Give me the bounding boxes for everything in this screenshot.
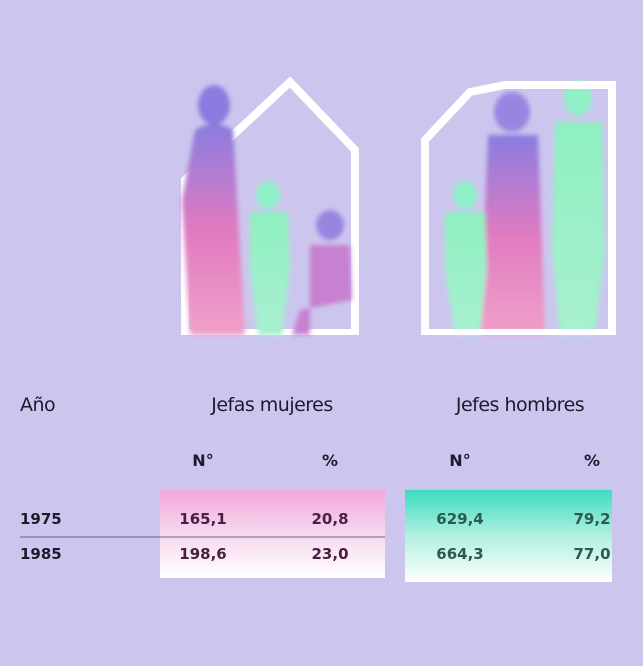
subheader: N°: [449, 451, 470, 470]
illustration: [0, 0, 643, 666]
subheader: %: [584, 451, 600, 470]
value-cell: 198,6: [179, 545, 226, 563]
value-cell: 77,0: [573, 545, 610, 563]
header-women: Jefas mujeres: [211, 394, 333, 416]
value-cell: 629,4: [436, 510, 483, 528]
header-year: Año: [20, 394, 55, 416]
year-cell: 1985: [20, 545, 62, 563]
page: Año Jefas mujeres Jefes hombres N° % N° …: [0, 0, 643, 666]
value-cell: 165,1: [179, 510, 226, 528]
subheader: %: [322, 451, 338, 470]
men-block: [405, 490, 612, 582]
women-block: [160, 490, 385, 578]
year-cell: 1975: [20, 510, 62, 528]
header-men: Jefes hombres: [456, 394, 584, 416]
value-cell: 20,8: [311, 510, 348, 528]
subheader: N°: [192, 451, 213, 470]
value-cell: 79,2: [573, 510, 610, 528]
value-cell: 23,0: [311, 545, 348, 563]
value-cell: 664,3: [436, 545, 483, 563]
